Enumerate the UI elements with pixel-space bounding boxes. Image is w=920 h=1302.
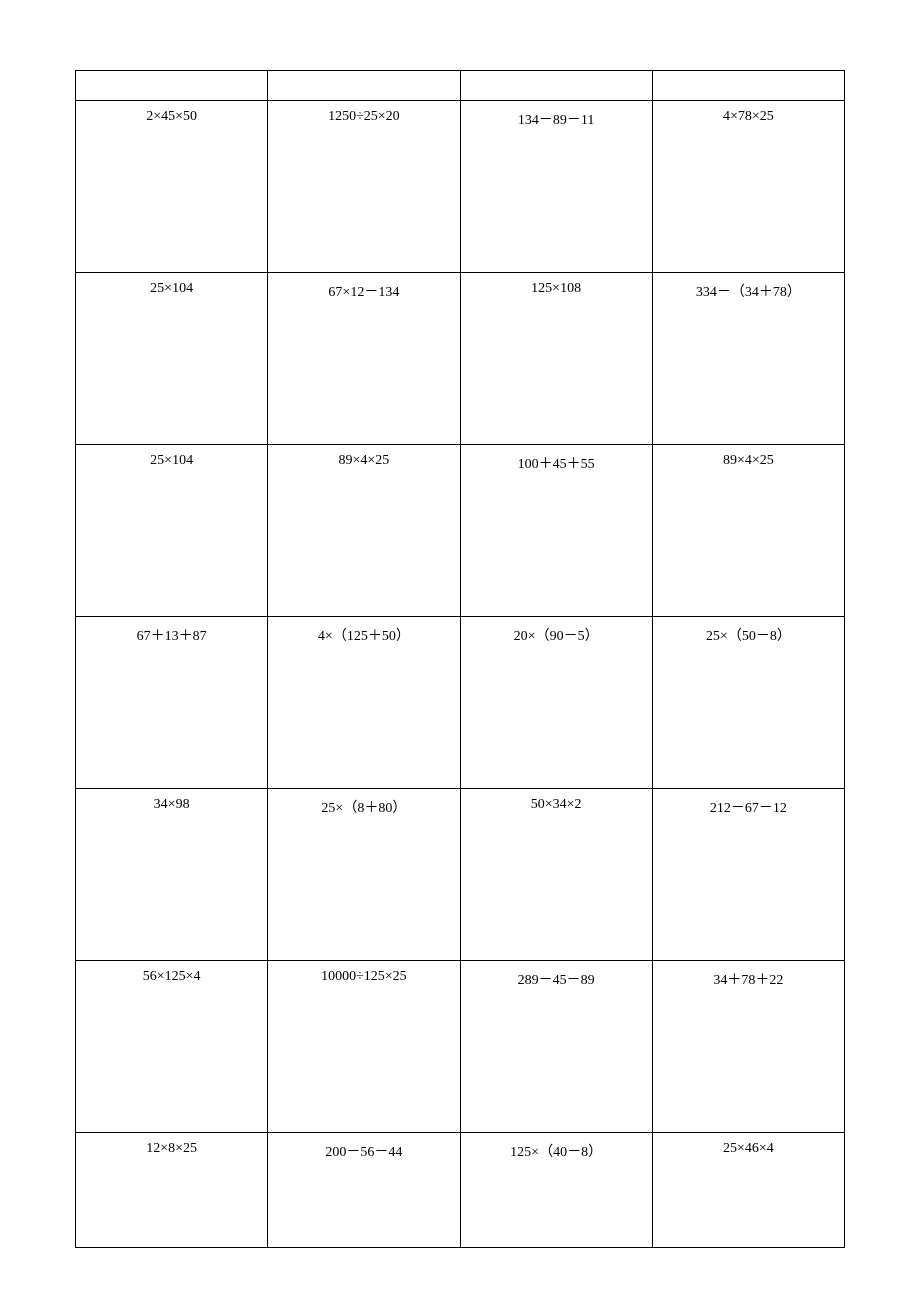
table-cell: 134－89－11 (460, 101, 652, 273)
table-cell (268, 71, 460, 101)
table-row: 67＋13＋87 4×（125＋50） 20×（90－5） 25×（50－8） (76, 617, 845, 789)
table-cell: 10000÷125×25 (268, 961, 460, 1133)
table-row: 25×104 89×4×25 100＋45＋55 89×4×25 (76, 445, 845, 617)
table-cell: 25×104 (76, 445, 268, 617)
table-cell: 289－45－89 (460, 961, 652, 1133)
table-cell: 56×125×4 (76, 961, 268, 1133)
table-cell: 200－56－44 (268, 1133, 460, 1248)
table-row: 34×98 25×（8＋80） 50×34×2 212－67－12 (76, 789, 845, 961)
table-cell: 25×（8＋80） (268, 789, 460, 961)
table-cell: 20×（90－5） (460, 617, 652, 789)
table-row (76, 71, 845, 101)
table-cell: 212－67－12 (652, 789, 844, 961)
table-cell: 25×（50－8） (652, 617, 844, 789)
table-cell: 50×34×2 (460, 789, 652, 961)
table-cell (460, 71, 652, 101)
table-row: 56×125×4 10000÷125×25 289－45－89 34＋78＋22 (76, 961, 845, 1133)
table-cell: 89×4×25 (652, 445, 844, 617)
table-cell: 334－（34＋78） (652, 273, 844, 445)
table-row: 2×45×50 1250÷25×20 134－89－11 4×78×25 (76, 101, 845, 273)
table-cell: 12×8×25 (76, 1133, 268, 1248)
table-cell: 100＋45＋55 (460, 445, 652, 617)
table-cell: 1250÷25×20 (268, 101, 460, 273)
table-cell (76, 71, 268, 101)
table-cell: 67＋13＋87 (76, 617, 268, 789)
table-cell: 89×4×25 (268, 445, 460, 617)
table-cell (652, 71, 844, 101)
table-cell: 2×45×50 (76, 101, 268, 273)
table-cell: 25×104 (76, 273, 268, 445)
table-cell: 4×（125＋50） (268, 617, 460, 789)
table-cell: 125×108 (460, 273, 652, 445)
math-worksheet-table: 2×45×50 1250÷25×20 134－89－11 4×78×25 25×… (75, 70, 845, 1248)
table-cell: 25×46×4 (652, 1133, 844, 1248)
table-cell: 67×12－134 (268, 273, 460, 445)
table-cell: 4×78×25 (652, 101, 844, 273)
table-cell: 125×（40－8） (460, 1133, 652, 1248)
table-row: 12×8×25 200－56－44 125×（40－8） 25×46×4 (76, 1133, 845, 1248)
table-cell: 34＋78＋22 (652, 961, 844, 1133)
table-cell: 34×98 (76, 789, 268, 961)
table-row: 25×104 67×12－134 125×108 334－（34＋78） (76, 273, 845, 445)
